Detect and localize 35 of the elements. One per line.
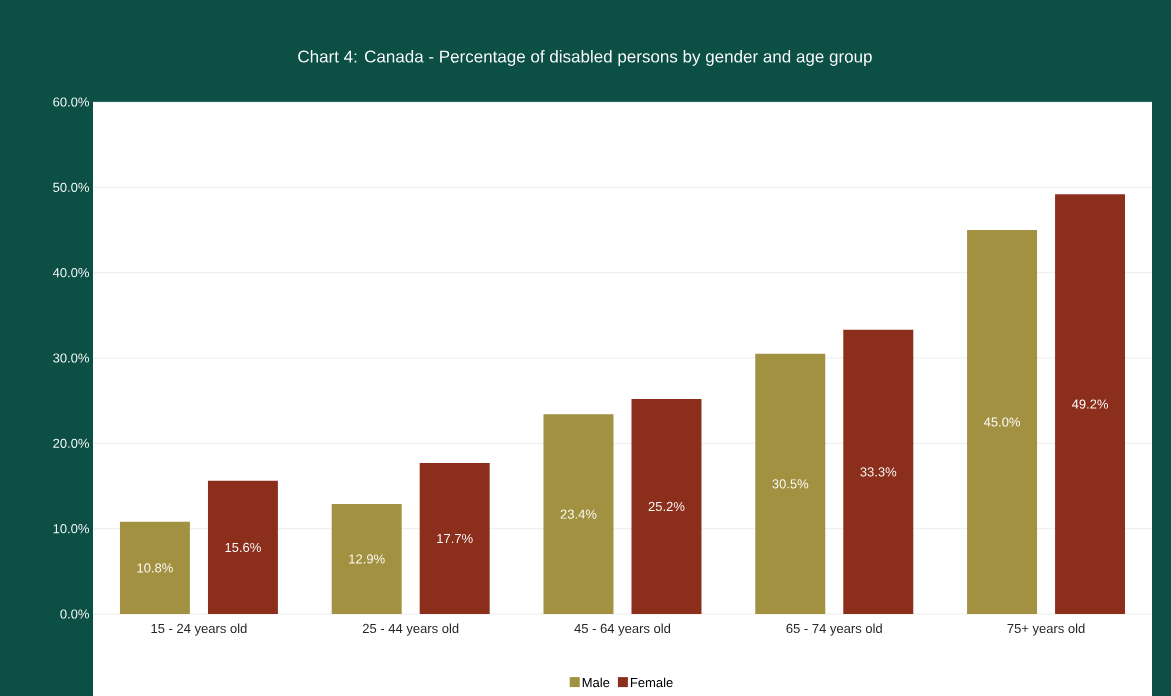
bar (419, 462, 490, 614)
bar (843, 329, 914, 614)
y-tick-label: 0.0% (60, 609, 90, 619)
bar (967, 229, 1038, 614)
x-tick-label: 15 - 24 years old (151, 623, 247, 636)
data-label: 15.6% (225, 542, 261, 553)
y-tick-label: 40.0% (52, 268, 90, 278)
x-tick-label: 25 - 44 years old (362, 623, 459, 636)
data-label: 49.2% (1071, 399, 1109, 409)
bar (331, 503, 402, 614)
bar (1055, 194, 1126, 614)
bar (631, 398, 702, 614)
data-label: 25.2% (648, 501, 685, 512)
data-label: 33.3% (860, 467, 897, 477)
bar (119, 521, 190, 614)
bar (543, 414, 614, 614)
y-tick-label: 10.0% (53, 524, 90, 534)
y-tick-label: 20.0% (53, 438, 90, 448)
legend-label: Male (582, 677, 610, 688)
data-label: 12.9% (349, 554, 385, 564)
y-tick-label: 60.0% (53, 97, 90, 107)
bar (207, 480, 278, 614)
x-tick-label: 45 - 64 years old (574, 623, 671, 636)
data-label: 23.4% (560, 509, 597, 519)
x-tick-label: 65 - 74 years old (786, 623, 882, 636)
x-tick-label: 75+ years old (1007, 623, 1085, 636)
chart-title: Chart 4: Canada - Percentage of disabled persons by gender and age group (298, 50, 872, 66)
y-tick-label: 30.0% (53, 353, 90, 363)
bar (755, 353, 826, 614)
y-tick-label: 50.0% (53, 182, 90, 192)
data-label: 30.5% (772, 479, 809, 489)
data-label: 45.0% (983, 417, 1021, 427)
data-label: 17.7% (437, 533, 473, 544)
legend-label: Female (630, 677, 673, 688)
data-label: 10.8% (137, 563, 173, 573)
